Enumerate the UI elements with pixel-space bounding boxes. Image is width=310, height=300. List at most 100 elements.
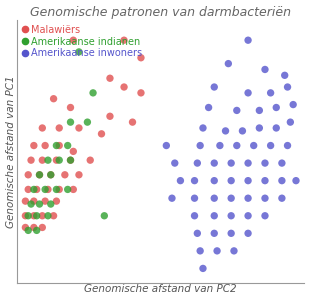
Malawiërs <box>54 158 59 163</box>
Amerikaanse inwoners <box>217 143 222 148</box>
Malawiërs <box>31 225 36 230</box>
Malawiërs <box>46 187 51 192</box>
Y-axis label: Genomische afstand van PC1: Genomische afstand van PC1 <box>6 75 16 228</box>
Amerikaanse inwoners <box>294 178 299 183</box>
Amerikaanse indianen <box>46 158 51 163</box>
Amerikaanse inwoners <box>263 67 268 72</box>
Malawiërs <box>77 126 82 130</box>
Amerikaanse indianen <box>37 202 42 206</box>
Malawiërs <box>51 213 56 218</box>
Malawiërs <box>26 172 31 177</box>
Malawiërs <box>26 187 31 192</box>
Amerikaanse indianen <box>57 158 62 163</box>
Amerikaanse indianen <box>68 120 73 124</box>
Amerikaanse inwoners <box>257 126 262 130</box>
Malawiërs <box>43 199 48 203</box>
Amerikaanse indianen <box>91 91 95 95</box>
Amerikaanse indianen <box>34 228 39 233</box>
Amerikaanse inwoners <box>212 161 217 166</box>
Amerikaanse indianen <box>102 213 107 218</box>
Malawiërs <box>29 158 33 163</box>
Malawiërs <box>31 199 36 203</box>
Malawiërs <box>130 120 135 124</box>
Amerikaanse indianen <box>65 143 70 148</box>
Malawiërs <box>99 131 104 136</box>
Amerikaanse inwoners <box>279 161 284 166</box>
Amerikaanse inwoners <box>279 178 284 183</box>
Amerikaanse inwoners <box>172 161 177 166</box>
Amerikaanse indianen <box>26 228 31 233</box>
Amerikaanse inwoners <box>215 248 219 253</box>
Malawiërs <box>68 105 73 110</box>
Amerikaanse indianen <box>29 202 33 206</box>
Amerikaanse inwoners <box>212 196 217 201</box>
Amerikaanse inwoners <box>282 73 287 78</box>
Amerikaanse inwoners <box>246 231 250 236</box>
Amerikaanse inwoners <box>229 231 234 236</box>
X-axis label: Genomische afstand van PC2: Genomische afstand van PC2 <box>84 284 237 294</box>
Amerikaanse inwoners <box>192 196 197 201</box>
Malawiërs <box>37 172 42 177</box>
Amerikaanse inwoners <box>229 178 234 183</box>
Amerikaanse inwoners <box>201 266 206 271</box>
Amerikaanse inwoners <box>263 213 268 218</box>
Amerikaanse indianen <box>34 213 39 218</box>
Amerikaanse inwoners <box>206 105 211 110</box>
Amerikaanse inwoners <box>198 143 203 148</box>
Amerikaanse inwoners <box>229 213 234 218</box>
Amerikaanse inwoners <box>246 38 250 43</box>
Amerikaanse inwoners <box>246 213 250 218</box>
Malawiërs <box>23 225 28 230</box>
Amerikaanse indianen <box>54 187 59 192</box>
Amerikaanse inwoners <box>192 213 197 218</box>
Malawiërs <box>57 126 62 130</box>
Amerikaanse indianen <box>48 202 53 206</box>
Amerikaanse inwoners <box>234 143 239 148</box>
Malawiërs <box>40 213 45 218</box>
Amerikaanse inwoners <box>274 105 279 110</box>
Amerikaanse indianen <box>48 172 53 177</box>
Amerikaanse indianen <box>43 187 48 192</box>
Amerikaanse indianen <box>85 120 90 124</box>
Malawiërs <box>48 172 53 177</box>
Amerikaanse inwoners <box>240 128 245 133</box>
Amerikaanse indianen <box>54 143 59 148</box>
Malawiërs <box>139 56 144 60</box>
Malawiërs <box>54 199 59 203</box>
Amerikaanse inwoners <box>246 178 250 183</box>
Malawiërs <box>43 143 48 148</box>
Amerikaanse inwoners <box>212 178 217 183</box>
Amerikaanse inwoners <box>279 196 284 201</box>
Amerikaanse inwoners <box>263 196 268 201</box>
Amerikaanse inwoners <box>285 85 290 89</box>
Malawiërs <box>71 38 76 43</box>
Amerikaanse indianen <box>26 213 31 218</box>
Malawiërs <box>62 172 67 177</box>
Malawiërs <box>77 172 82 177</box>
Amerikaanse inwoners <box>268 91 273 95</box>
Malawiërs <box>108 114 113 119</box>
Amerikaanse inwoners <box>288 120 293 124</box>
Legend: Malawiërs, Amerikaanse indianen, Amerikaanse inwoners: Malawiërs, Amerikaanse indianen, Amerika… <box>22 25 142 58</box>
Amerikaanse inwoners <box>212 231 217 236</box>
Malawiërs <box>23 199 28 203</box>
Amerikaanse inwoners <box>195 231 200 236</box>
Amerikaanse inwoners <box>192 178 197 183</box>
Amerikaanse inwoners <box>178 178 183 183</box>
Amerikaanse inwoners <box>201 126 206 130</box>
Amerikaanse inwoners <box>291 102 296 107</box>
Malawiërs <box>57 187 62 192</box>
Amerikaanse indianen <box>68 158 73 163</box>
Amerikaanse inwoners <box>212 85 217 89</box>
Malawiërs <box>31 143 36 148</box>
Amerikaanse inwoners <box>246 161 250 166</box>
Malawiërs <box>108 76 113 81</box>
Amerikaanse inwoners <box>246 91 250 95</box>
Amerikaanse inwoners <box>226 61 231 66</box>
Amerikaanse inwoners <box>223 128 228 133</box>
Malawiërs <box>34 187 39 192</box>
Malawiërs <box>51 96 56 101</box>
Malawiërs <box>40 158 45 163</box>
Amerikaanse inwoners <box>170 196 175 201</box>
Malawiërs <box>122 85 126 89</box>
